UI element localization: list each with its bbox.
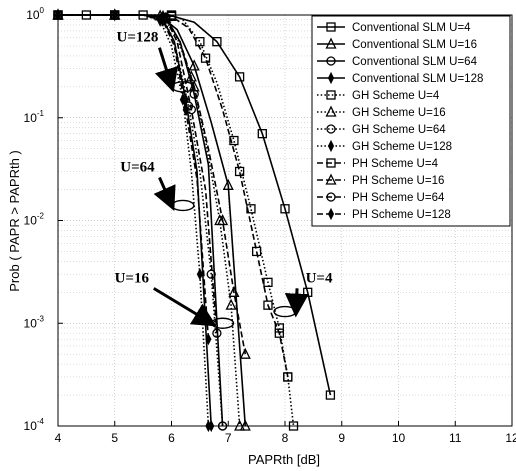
data-point bbox=[274, 328, 284, 338]
legend-entry: GH Scheme U=16 bbox=[317, 105, 446, 119]
data-point bbox=[185, 70, 197, 82]
legend-entry: Conventional SLM U=128 bbox=[317, 71, 483, 85]
data-point bbox=[200, 53, 211, 63]
legend-entry: PH Scheme U=16 bbox=[317, 173, 444, 187]
annotation-arrow bbox=[152, 287, 217, 327]
x-axis-label: PAPRth [dB] bbox=[248, 452, 320, 467]
data-point bbox=[234, 72, 245, 82]
annotation-arrow bbox=[284, 288, 309, 318]
legend-label: PH Scheme U=128 bbox=[352, 209, 451, 221]
legend-marker bbox=[326, 158, 336, 168]
legend-entry: PH Scheme U=64 bbox=[317, 192, 445, 204]
y-tick-label: 10-2 bbox=[24, 212, 45, 228]
data-point bbox=[188, 59, 200, 71]
x-tick-label: 5 bbox=[111, 431, 118, 445]
data-point bbox=[251, 246, 262, 257]
legend-entry: Conventional SLM U=16 bbox=[317, 37, 477, 51]
annotation-label: U=16 bbox=[115, 270, 150, 286]
axes: 4 5 6 7 8 9 10 11 12 100 10-1 10-2 10-3 10-4 bbox=[24, 6, 516, 445]
legend-box bbox=[311, 15, 511, 227]
legend-entry: Conventional SLM U=64 bbox=[317, 56, 478, 68]
annotation-arrow bbox=[154, 47, 178, 93]
legend-label: GH Scheme U=4 bbox=[352, 90, 440, 102]
y-tick-label: 10-4 bbox=[24, 417, 45, 433]
annotation-3: U=16 bbox=[115, 270, 235, 329]
legend: Conventional SLM U=4 Conventional SLM U=1… bbox=[311, 15, 511, 227]
legend-marker bbox=[326, 90, 336, 100]
data-point bbox=[222, 178, 234, 190]
legend-marker bbox=[327, 207, 335, 221]
x-tick-label: 12 bbox=[505, 431, 516, 445]
data-point bbox=[196, 268, 203, 281]
legend-label: Conventional SLM U=64 bbox=[352, 56, 478, 68]
x-tick-label: 9 bbox=[338, 431, 345, 445]
data-point bbox=[182, 103, 189, 116]
data-point bbox=[239, 347, 251, 359]
data-point bbox=[217, 214, 229, 226]
legend-entry: PH Scheme U=4 bbox=[317, 158, 439, 170]
x-tick-label: 4 bbox=[55, 431, 62, 445]
legend-label: Conventional SLM U=4 bbox=[352, 22, 471, 34]
data-point bbox=[212, 37, 222, 47]
annotation-label: U=4 bbox=[306, 270, 333, 286]
legend-entry: Conventional SLM U=4 bbox=[317, 22, 471, 34]
data-point bbox=[257, 129, 267, 139]
legend-label: GH Scheme U=128 bbox=[352, 141, 452, 153]
annotations: U=128 U=64 U=16 U=4 bbox=[115, 30, 333, 329]
legend-marker bbox=[326, 22, 336, 32]
legend-entry: PH Scheme U=128 bbox=[317, 207, 451, 221]
data-point bbox=[188, 80, 200, 92]
legend-marker bbox=[325, 105, 337, 117]
y-tick-label: 10-3 bbox=[24, 314, 45, 330]
y-tick-label: 100 bbox=[26, 6, 44, 22]
legend-marker bbox=[325, 37, 337, 49]
data-point bbox=[159, 14, 167, 27]
annotation-1: U=128 bbox=[117, 30, 195, 93]
data-point bbox=[205, 333, 212, 346]
data-point bbox=[212, 328, 222, 338]
data-point bbox=[283, 372, 293, 382]
legend-marker bbox=[326, 56, 336, 66]
annotation-ellipse bbox=[171, 199, 195, 212]
data-point bbox=[234, 166, 245, 177]
legend-label: PH Scheme U=4 bbox=[352, 158, 439, 170]
data-point bbox=[280, 204, 290, 214]
legend-label: GH Scheme U=64 bbox=[352, 124, 446, 136]
x-tick-label: 10 bbox=[392, 431, 406, 445]
data-point bbox=[263, 300, 273, 310]
annotation-label: U=128 bbox=[117, 30, 159, 46]
x-tick-label: 7 bbox=[225, 431, 232, 445]
annotation-label: U=64 bbox=[120, 159, 155, 175]
legend-marker bbox=[327, 71, 335, 85]
legend-label: Conventional SLM U=128 bbox=[352, 73, 483, 85]
legend-marker bbox=[325, 173, 337, 185]
data-point bbox=[225, 298, 237, 310]
legend-entry: GH Scheme U=64 bbox=[317, 124, 446, 136]
legend-label: Conventional SLM U=16 bbox=[352, 39, 477, 51]
legend-marker bbox=[327, 139, 335, 153]
legend-label: PH Scheme U=64 bbox=[352, 192, 445, 204]
annotation-ellipse bbox=[273, 305, 297, 318]
annotation-ellipse bbox=[171, 81, 195, 93]
annotation-4: U=4 bbox=[273, 270, 333, 318]
x-tick-label: 11 bbox=[449, 431, 462, 445]
legend-label: PH Scheme U=16 bbox=[352, 175, 444, 187]
data-point bbox=[325, 390, 336, 400]
data-point bbox=[229, 135, 239, 146]
legend-marker bbox=[326, 124, 336, 134]
annotation-ellipse bbox=[210, 317, 235, 329]
legend-entry: GH Scheme U=4 bbox=[317, 90, 440, 102]
x-tick-label: 8 bbox=[282, 431, 289, 445]
data-point bbox=[228, 285, 240, 297]
annotation-2: U=64 bbox=[120, 159, 195, 212]
series-line bbox=[58, 14, 224, 427]
legend-entry: GH Scheme U=128 bbox=[317, 139, 452, 153]
annotation-arrow bbox=[153, 176, 176, 211]
x-tick-label: 6 bbox=[168, 431, 175, 445]
legend-marker bbox=[326, 192, 336, 202]
y-axis-label: Prob ( PAPR > PAPRth ) bbox=[7, 150, 22, 291]
y-tick-label: 10-1 bbox=[24, 109, 45, 125]
legend-label: GH Scheme U=16 bbox=[352, 107, 446, 119]
